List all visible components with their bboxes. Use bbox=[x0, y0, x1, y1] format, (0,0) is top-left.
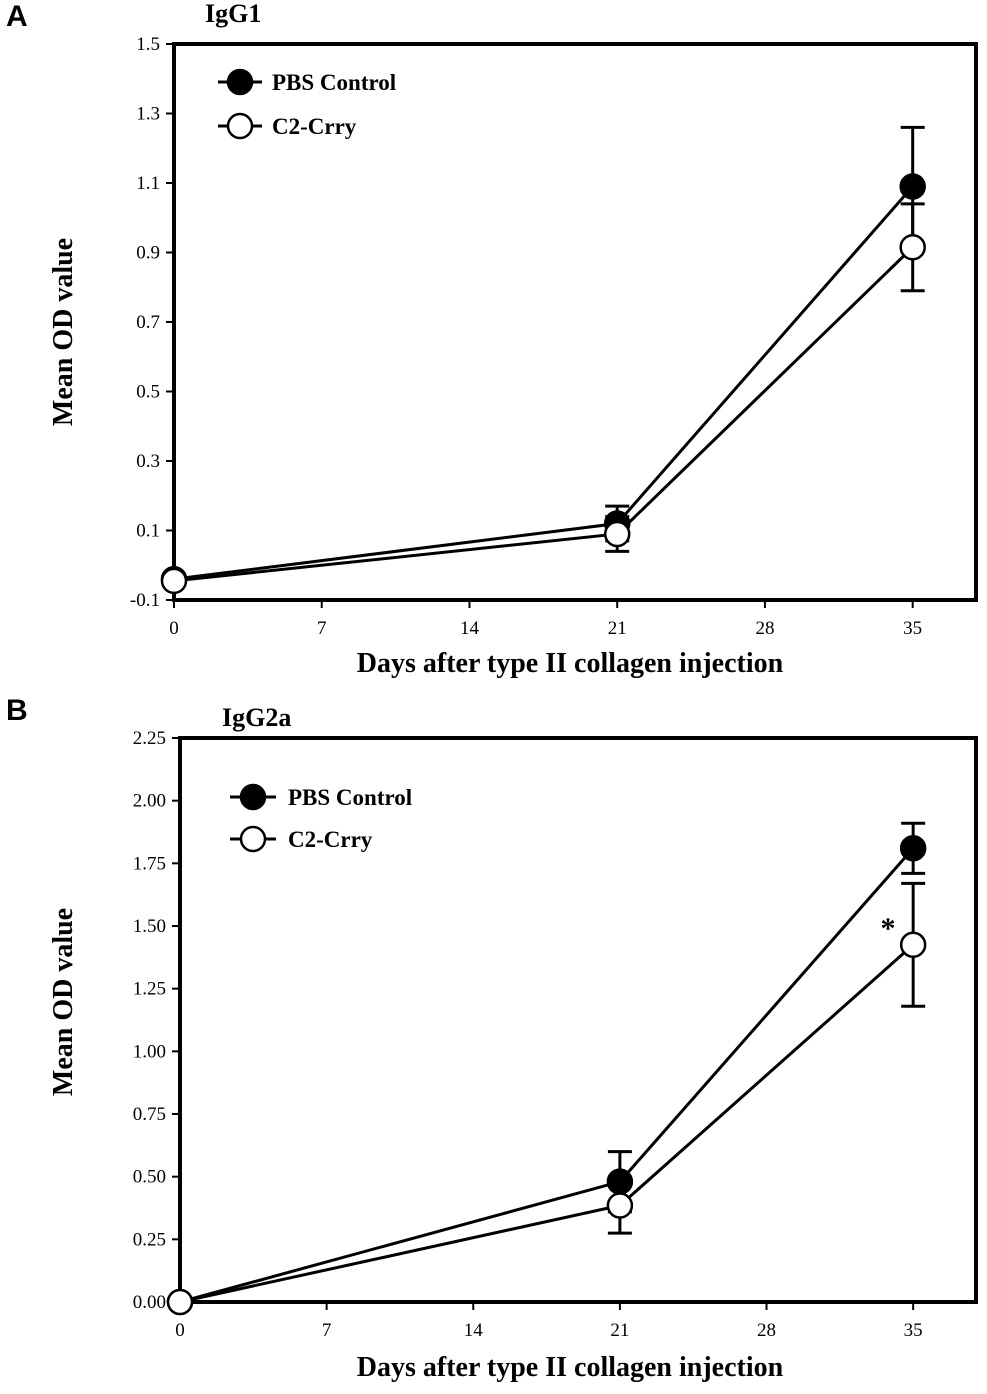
y-tick-label: 1.3 bbox=[136, 104, 160, 125]
plot-frame bbox=[178, 736, 978, 1304]
x-tick-label: 28 bbox=[755, 618, 774, 639]
x-tick-label: 0 bbox=[175, 1320, 185, 1341]
legend-marker bbox=[239, 825, 267, 853]
x-tick-label: 7 bbox=[322, 1320, 332, 1341]
x-tick-label: 0 bbox=[169, 618, 179, 639]
y-tick-label: 2.25 bbox=[133, 728, 166, 749]
x-tick-label: 35 bbox=[903, 618, 922, 639]
data-point-c2-crry bbox=[606, 1192, 634, 1219]
y-tick-label: 0.25 bbox=[133, 1229, 166, 1250]
legend-marker bbox=[226, 68, 254, 96]
y-tick-label: 1.1 bbox=[136, 173, 160, 194]
data-point-c2-crry bbox=[899, 234, 926, 261]
data-point-c2-crry bbox=[160, 567, 188, 595]
y-tick-label: 0.50 bbox=[133, 1167, 166, 1188]
x-tick-label: 21 bbox=[608, 618, 627, 639]
data-point-c2-crry bbox=[899, 931, 927, 959]
panel-letter: A bbox=[6, 0, 28, 33]
legend-marker bbox=[226, 112, 254, 140]
legend-label-pbs-control: PBS Control bbox=[288, 785, 412, 810]
panel-letter: B bbox=[6, 694, 28, 727]
x-tick-label: 35 bbox=[904, 1320, 923, 1341]
series-line-c2-crry bbox=[179, 943, 915, 1304]
chart-panel-a: A IgG1 -0.1 0.1 0.3 0.5 0.7 0.9 1.1 1.3 1.5 0 7 14 21 2… bbox=[6, 0, 978, 679]
y-tick-label: 1.25 bbox=[133, 979, 166, 1000]
x-axis-label: Days after type II collagen injection bbox=[357, 1352, 784, 1383]
y-tick-label: -0.1 bbox=[130, 590, 160, 611]
y-tick-label: 0.1 bbox=[136, 521, 160, 542]
x-tick-label: 7 bbox=[317, 618, 327, 639]
chart-panel-b: B IgG2a 0.00 0.25 0.50 0.75 1.00 1.25 1.50 1.75 2.… bbox=[6, 694, 978, 1383]
y-tick-label: 0.3 bbox=[136, 451, 160, 472]
y-tick-label: 1.50 bbox=[133, 916, 166, 937]
y-tick-label: 1.75 bbox=[133, 853, 166, 874]
y-axis-label: Mean OD value bbox=[48, 238, 79, 426]
series-line-c2-crry bbox=[173, 246, 914, 583]
legend-label-pbs-control: PBS Control bbox=[272, 70, 396, 95]
x-tick-label: 21 bbox=[610, 1320, 629, 1341]
chart-title: IgG1 bbox=[205, 0, 261, 28]
y-tick-label: 1.5 bbox=[136, 34, 160, 55]
series-line-pbs-control bbox=[173, 185, 914, 581]
significance-asterisk: * bbox=[881, 912, 896, 945]
legend-label-c2-crry: C2-Crry bbox=[288, 827, 373, 852]
y-tick-label: 2.00 bbox=[133, 791, 166, 812]
x-tick-label: 14 bbox=[464, 1320, 484, 1341]
data-point-pbs-control bbox=[899, 173, 926, 200]
legend-label-c2-crry: C2-Crry bbox=[272, 114, 357, 139]
y-axis-label: Mean OD value bbox=[48, 908, 79, 1096]
series-line-pbs-control bbox=[179, 847, 915, 1304]
y-tick-label: 0.7 bbox=[136, 312, 160, 333]
data-point-c2-crry bbox=[166, 1288, 194, 1316]
y-tick-label: 1.00 bbox=[133, 1041, 166, 1062]
data-point-pbs-control bbox=[899, 835, 927, 862]
y-tick-label: 0.5 bbox=[136, 382, 160, 403]
y-tick-label: 0.00 bbox=[133, 1292, 166, 1313]
y-tick-label: 0.9 bbox=[136, 243, 160, 264]
chart-title: IgG2a bbox=[222, 703, 291, 732]
x-axis-label: Days after type II collagen injection bbox=[357, 648, 784, 679]
y-tick-label: 0.75 bbox=[133, 1104, 166, 1125]
data-point-c2-crry bbox=[603, 520, 631, 548]
x-tick-label: 28 bbox=[757, 1320, 776, 1341]
data-point-pbs-control bbox=[606, 1168, 634, 1195]
legend-marker bbox=[239, 783, 267, 811]
x-tick-label: 14 bbox=[460, 618, 480, 639]
